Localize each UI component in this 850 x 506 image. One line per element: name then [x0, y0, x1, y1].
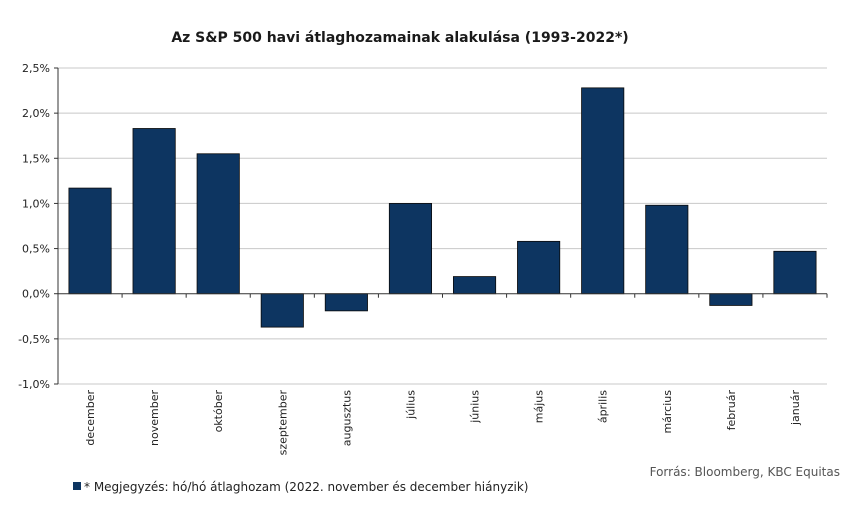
- gridlines: [58, 67, 827, 385]
- x-tick-label: január: [789, 390, 802, 426]
- bar-február: [709, 293, 753, 306]
- chart-title: Az S&P 500 havi átlaghozamainak alakulás…: [171, 30, 628, 46]
- x-axis: december november október szeptember auguszt…: [57, 293, 828, 456]
- bar-január: [773, 250, 817, 295]
- bar-június: [452, 276, 497, 295]
- y-tick-label: -0,5%: [18, 333, 50, 346]
- bars: [68, 87, 817, 328]
- x-tick-label: december: [84, 390, 97, 446]
- x-tick-label: február: [725, 390, 738, 431]
- y-tick-label: 1,0%: [22, 197, 50, 210]
- x-tick-label: július: [404, 390, 417, 420]
- bar-május: [517, 240, 561, 295]
- source-note: Forrás: Bloomberg, KBC Equitas: [650, 465, 840, 479]
- bar-augusztus: [324, 293, 368, 312]
- x-tick-label: október: [212, 390, 225, 433]
- y-tick-label: 0,0%: [22, 288, 50, 301]
- bar-szeptember: [260, 293, 304, 328]
- x-tick-label: szeptember: [276, 390, 289, 456]
- legend-note: * Megjegyzés: hó/hó átlaghozam (2022. no…: [84, 480, 528, 494]
- y-tick-label: 2,0%: [22, 107, 50, 120]
- bar-április: [581, 87, 625, 295]
- legend-swatch: [73, 482, 81, 490]
- y-axis: 2,5% 2,0% 1,5% 1,0% 0,5% 0,0% -0,5% -1,0%: [18, 62, 59, 391]
- x-tick-label: június: [469, 390, 482, 424]
- x-tick-label: augusztus: [340, 390, 353, 446]
- y-tick-label: 1,5%: [22, 152, 50, 165]
- x-tick-label: május: [533, 390, 546, 423]
- y-tick-label: -1,0%: [18, 378, 50, 391]
- x-tick-label: március: [661, 390, 674, 434]
- x-tick-label: április: [597, 390, 610, 423]
- bar-július: [388, 203, 433, 295]
- x-tick-label: november: [148, 390, 161, 446]
- y-tick-label: 2,5%: [22, 62, 50, 75]
- y-tick-label: 0,5%: [22, 243, 50, 256]
- bar-december: [68, 187, 112, 295]
- bar-március: [645, 204, 689, 295]
- bar-november: [132, 128, 176, 295]
- bar-október: [196, 153, 240, 295]
